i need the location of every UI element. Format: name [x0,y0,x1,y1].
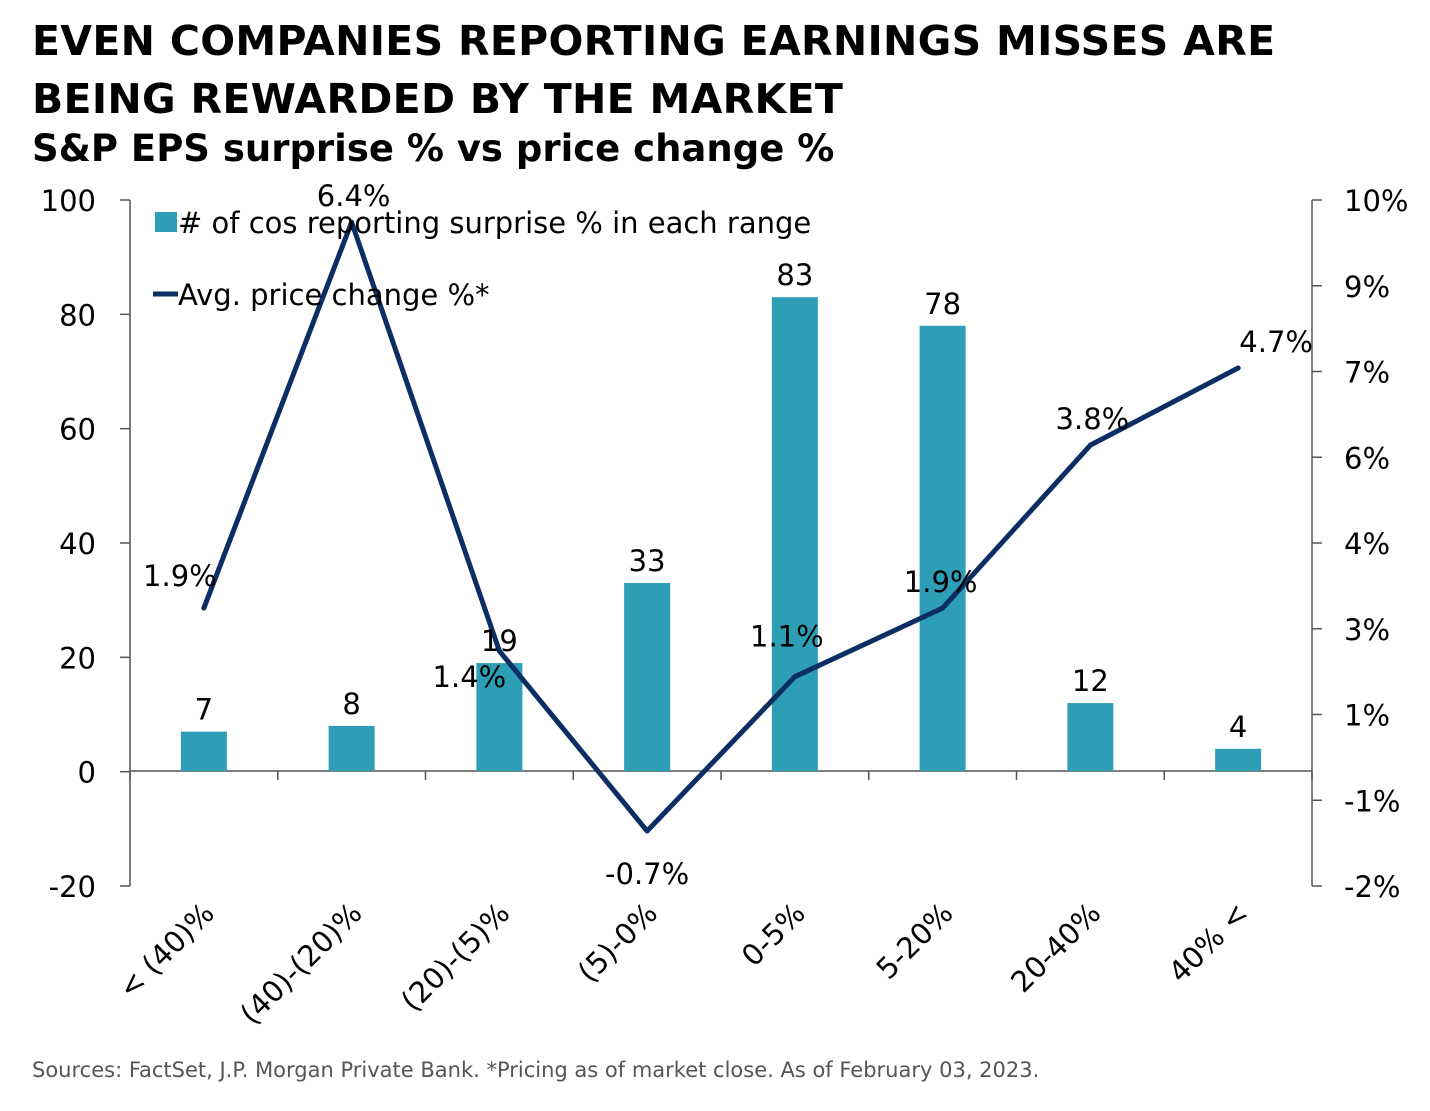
right-axis-tick-label: -1% [1344,784,1400,818]
category-label: 40% < [1162,896,1255,989]
left-axis-tick-label: 60 [59,413,96,447]
category-label: 5-20% [870,896,960,986]
line-point [940,605,946,611]
bar-value-label: 78 [924,287,961,321]
bar [1067,703,1114,771]
line-value-label: 1.4% [433,660,507,694]
line-value-label: 1.9% [143,559,217,593]
legend-bar-swatch [155,212,177,232]
bar-value-label: 7 [195,693,213,727]
line-point [644,828,650,834]
bar [476,663,523,771]
bar-value-label: 8 [342,687,360,721]
left-axis-tick-label: 0 [78,756,96,790]
line-point [496,648,502,654]
bar [1215,748,1262,771]
bar [771,297,818,771]
source-note: Sources: FactSet, J.P. Morgan Private Ba… [32,1058,1040,1082]
bar-value-label: 4 [1229,710,1247,744]
left-axis-tick-label: 80 [59,298,96,332]
line-value-label: 1.9% [904,565,978,599]
legend-bar-label: # of cos reporting surprise % in each ra… [178,206,811,240]
right-axis-tick-label: 9% [1344,270,1390,304]
left-axis-tick-label: 40 [59,527,96,561]
line-point [201,605,207,611]
legend-line-label: Avg. price change %* [178,278,490,312]
right-axis-tick-label: 7% [1344,356,1390,390]
right-axis-tick-label: -2% [1344,870,1400,904]
line-value-label: 4.7% [1239,325,1313,359]
line-value-label: 3.8% [1056,402,1130,436]
bar [328,725,375,771]
line-value-label: 6.4% [317,179,391,213]
legend: # of cos reporting surprise % in each ra… [153,206,811,312]
left-axis-tick-label: 20 [59,641,96,675]
line-value-label: -0.7% [605,857,689,891]
line-point [1087,442,1093,448]
bar [919,325,966,771]
chart-title: EVEN COMPANIES REPORTING EARNINGS MISSES… [32,17,1276,123]
line-point [1235,365,1241,371]
right-axis-tick-label: 10% [1344,184,1408,218]
chart-subtitle: S&P EPS surprise % vs price change % [32,127,835,170]
category-label: < (40)% [111,896,220,1005]
category-label: (5)-0% [571,896,664,989]
right-axis-tick-label: 4% [1344,527,1390,561]
bar-value-label: 12 [1072,664,1109,698]
bar [624,583,671,771]
left-axis-tick-label: -20 [49,870,96,904]
category-label: (40)-(20)% [233,896,368,1031]
category-label: (20)-(5)% [394,896,516,1018]
right-axis-tick-label: 3% [1344,613,1390,647]
left-axis-tick-label: 100 [41,184,96,218]
price-change-line [201,219,1241,834]
category-label: 20-40% [1004,896,1107,999]
line-point [792,674,798,680]
line-value-label: 1.1% [750,620,824,654]
line-point [349,219,355,225]
bar [180,731,227,771]
bar-value-label: 33 [629,544,666,578]
bar-value-label: 19 [481,624,518,658]
bar-value-label: 83 [776,258,813,292]
category-label: 0-5% [735,896,812,973]
right-axis-tick-label: 1% [1344,699,1390,733]
right-axis-tick-label: 6% [1344,441,1390,475]
